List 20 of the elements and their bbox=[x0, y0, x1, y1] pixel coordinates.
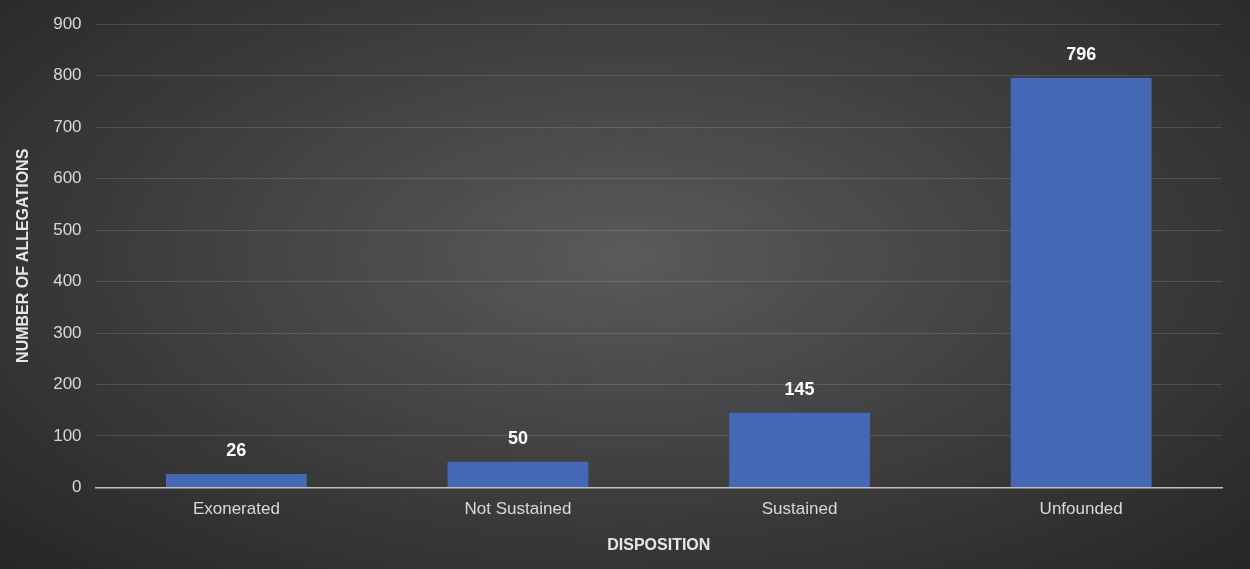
x-tick-label: Sustained bbox=[761, 499, 838, 519]
data-label: 50 bbox=[507, 427, 528, 448]
y-axis-title: NUMBER OF ALLEGATIONS bbox=[14, 148, 32, 363]
x-tick-label: Unfounded bbox=[1039, 499, 1123, 519]
y-tick-label: 100 bbox=[53, 425, 82, 445]
y-tick-label: 700 bbox=[53, 116, 82, 136]
x-axis-title: DISPOSITION bbox=[607, 535, 711, 553]
y-tick-label: 600 bbox=[53, 168, 82, 188]
x-tick-label: Exonerated bbox=[192, 499, 280, 519]
y-tick-label: 200 bbox=[53, 374, 82, 394]
x-tick-label: Not Sustained bbox=[464, 499, 572, 519]
y-tick-label: 900 bbox=[53, 13, 82, 33]
y-tick-label: 0 bbox=[72, 477, 82, 497]
y-tick-label: 500 bbox=[53, 219, 82, 239]
y-tick-label: 800 bbox=[53, 65, 82, 85]
data-label: 145 bbox=[784, 378, 815, 399]
y-tick-label: 400 bbox=[53, 271, 82, 291]
data-label: 26 bbox=[226, 439, 247, 460]
data-label: 796 bbox=[1066, 43, 1097, 64]
y-tick-label: 300 bbox=[53, 322, 82, 342]
